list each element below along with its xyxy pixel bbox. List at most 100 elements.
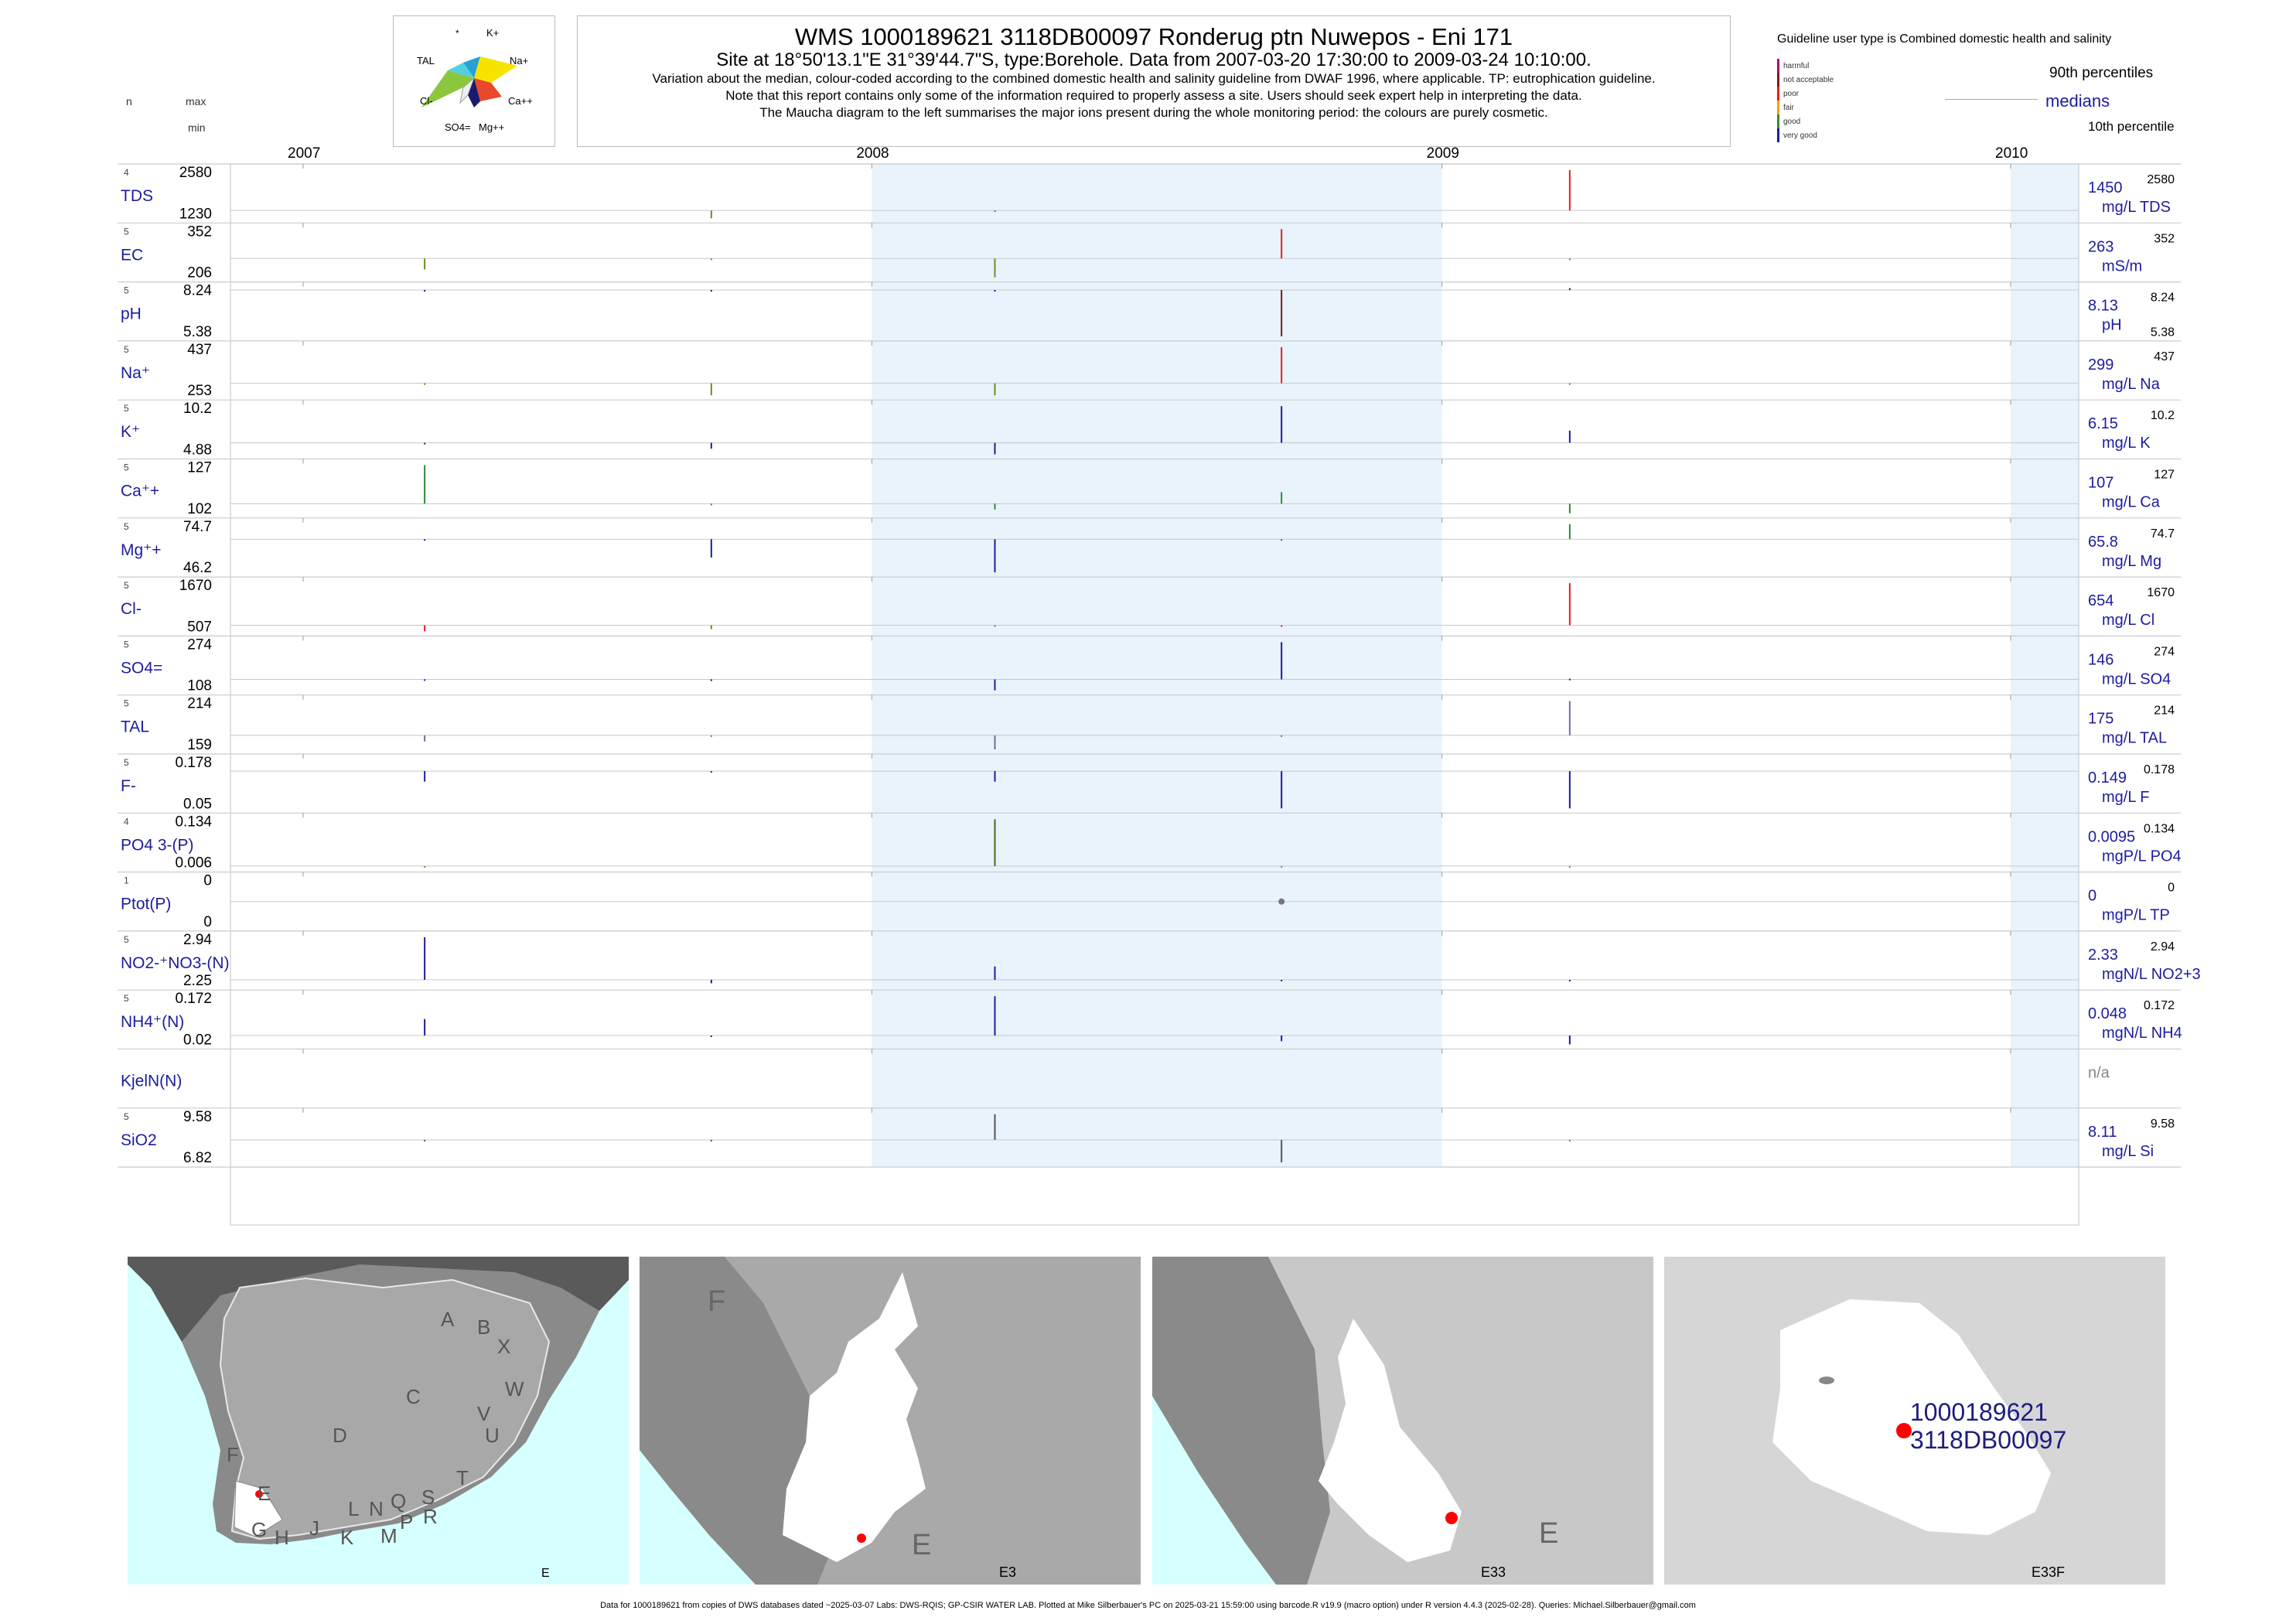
- panel-median-2: 8.13: [2088, 298, 2118, 315]
- shade-2008: [872, 164, 1442, 1168]
- sample-bar-14-3: [1281, 1035, 1283, 1042]
- panel-median-3: 299: [2088, 357, 2113, 374]
- map-e3-sea: [640, 1450, 756, 1585]
- sample-bar-9-1: [710, 735, 712, 737]
- legend-label-0: harmful: [1783, 62, 1809, 70]
- panel-param-2: pH: [121, 305, 142, 323]
- panel-rmax-14: 0.172: [2144, 999, 2175, 1012]
- sample-bar-7-1: [710, 625, 712, 629]
- n-header: n: [126, 95, 132, 107]
- map-e33-svg: E E33: [1152, 1257, 1653, 1585]
- maucha-svg: * K+ TAL Na+ Cl- Ca++ SO4= Mg++: [417, 27, 533, 133]
- sample-bar-8-4: [1568, 678, 1571, 681]
- map-letter-s: S: [421, 1486, 435, 1509]
- legend-label-5: very good: [1783, 131, 1817, 140]
- maucha-tal-segment: [448, 63, 474, 78]
- maucha-label-mg: Mg++: [479, 121, 504, 133]
- map-letter-q: Q: [391, 1489, 406, 1513]
- map-sa-letters: A B X W C V U D T F E S R Q N L P M K J …: [227, 1308, 524, 1549]
- sample-bar-0-2: [994, 210, 996, 213]
- map-letter-u: U: [485, 1424, 500, 1447]
- panel-n-6: 5: [124, 521, 129, 532]
- map-letter-r: R: [423, 1505, 438, 1528]
- panel-unit-14: mgN/L NH4: [2102, 1025, 2182, 1042]
- panel-max-14: 0.172: [175, 991, 212, 1007]
- sample-bar-1-1: [710, 258, 712, 261]
- panel-rmax-13: 2.94: [2151, 940, 2175, 954]
- panel-rmax-9: 214: [2154, 705, 2175, 718]
- sample-bar-2-0: [424, 289, 426, 292]
- panel-median-1: 263: [2088, 238, 2113, 255]
- panel-rmax-11: 0.134: [2144, 822, 2175, 835]
- sample-bar-6-1: [710, 539, 712, 558]
- legend-label-3: fair: [1783, 104, 1795, 112]
- year-top-2009: 2009: [1427, 145, 1459, 162]
- shade-2010: [2011, 164, 2079, 1168]
- panel-max-12: 0: [203, 873, 212, 889]
- barcode-chart: 20072007200820082009200920102010nmaxmin4…: [118, 59, 2201, 1226]
- panel-rmax-0: 2580: [2147, 173, 2175, 186]
- sample-bar-5-2: [994, 503, 996, 510]
- panel-max-11: 0.134: [175, 814, 212, 830]
- panel-unit-4: mg/L K: [2102, 435, 2151, 452]
- sample-bar-2-1: [710, 289, 712, 292]
- sample-bar-13-1: [710, 979, 712, 984]
- sample-bar-6-4: [1568, 524, 1571, 540]
- panel-unit-5: mg/L Ca: [2102, 494, 2161, 511]
- map-letter-t: T: [456, 1466, 469, 1489]
- panel-rmax-2: 8.24: [2151, 292, 2175, 305]
- panel-param-0: TDS: [121, 187, 153, 205]
- legend-swatch-3: [1777, 101, 1779, 114]
- panel-min-4: 4.88: [183, 442, 212, 459]
- panel-param-7: Cl-: [121, 600, 142, 618]
- sample-bar-4-4: [1568, 430, 1571, 443]
- map-letter-w: W: [505, 1377, 524, 1401]
- map-sa-country: [219, 1277, 551, 1540]
- panel-rmax-5: 127: [2154, 469, 2175, 482]
- map-e3-svg: F E E3: [640, 1257, 1141, 1585]
- maucha-so4-segment: [459, 77, 475, 104]
- sample-bar-11-2: [994, 819, 996, 866]
- map-letter-e: E: [258, 1482, 271, 1505]
- panel-median-13: 2.33: [2088, 947, 2118, 964]
- panel-param-11: PO4 3-(P): [121, 836, 194, 854]
- sample-bar-7-4: [1568, 583, 1571, 626]
- sample-bar-3-1: [710, 383, 712, 396]
- map-letter-f: F: [227, 1443, 239, 1466]
- panel-median-7: 654: [2088, 592, 2113, 609]
- map-e3-letter-e: E: [912, 1529, 931, 1561]
- panel-max-13: 2.94: [183, 932, 212, 948]
- panel-param-1: EC: [121, 246, 143, 264]
- sample-bar-4-0: [424, 442, 426, 445]
- panel-max-10: 0.178: [175, 755, 212, 771]
- panel-unit-8: mg/L SO4: [2102, 670, 2171, 687]
- panel-min-8: 108: [187, 678, 212, 694]
- panel-rmax-3: 437: [2154, 350, 2175, 363]
- sample-bar-8-1: [710, 679, 712, 681]
- panel-min-10: 0.05: [183, 796, 212, 812]
- panel-rmax-7: 1670: [2147, 586, 2175, 599]
- panel-median-8: 146: [2088, 651, 2113, 668]
- sample-bar-14-2: [994, 996, 996, 1036]
- maucha-label-na: Na+: [510, 55, 528, 67]
- map-e33f-catchment: [1772, 1299, 2051, 1535]
- sample-bar-1-2: [994, 258, 996, 278]
- sample-bar-16-2: [994, 1114, 996, 1140]
- maucha-label-k: K+: [486, 27, 499, 39]
- panel-min-14: 0.02: [183, 1032, 212, 1049]
- panel-unit-13: mgN/L NO2+3: [2102, 966, 2201, 983]
- sample-bar-5-0: [424, 465, 426, 504]
- sample-bar-4-2: [994, 442, 996, 455]
- panel-unit-3: mg/L Na: [2102, 376, 2161, 393]
- panel-min-12: 0: [203, 914, 212, 930]
- sample-bar-8-3: [1281, 642, 1283, 680]
- panel-param-6: Mg⁺+: [121, 541, 162, 559]
- panel-max-1: 352: [187, 223, 212, 240]
- sample-bar-9-0: [424, 735, 426, 742]
- panel-max-2: 8.24: [183, 283, 212, 299]
- panel-n-10: 5: [124, 757, 129, 768]
- panel-n-5: 5: [124, 462, 129, 473]
- panel-n-14: 5: [124, 993, 129, 1004]
- footer-text: Data for 1000189621 from copies of DWS d…: [600, 1601, 1696, 1610]
- map-sa-caption: E: [541, 1567, 550, 1580]
